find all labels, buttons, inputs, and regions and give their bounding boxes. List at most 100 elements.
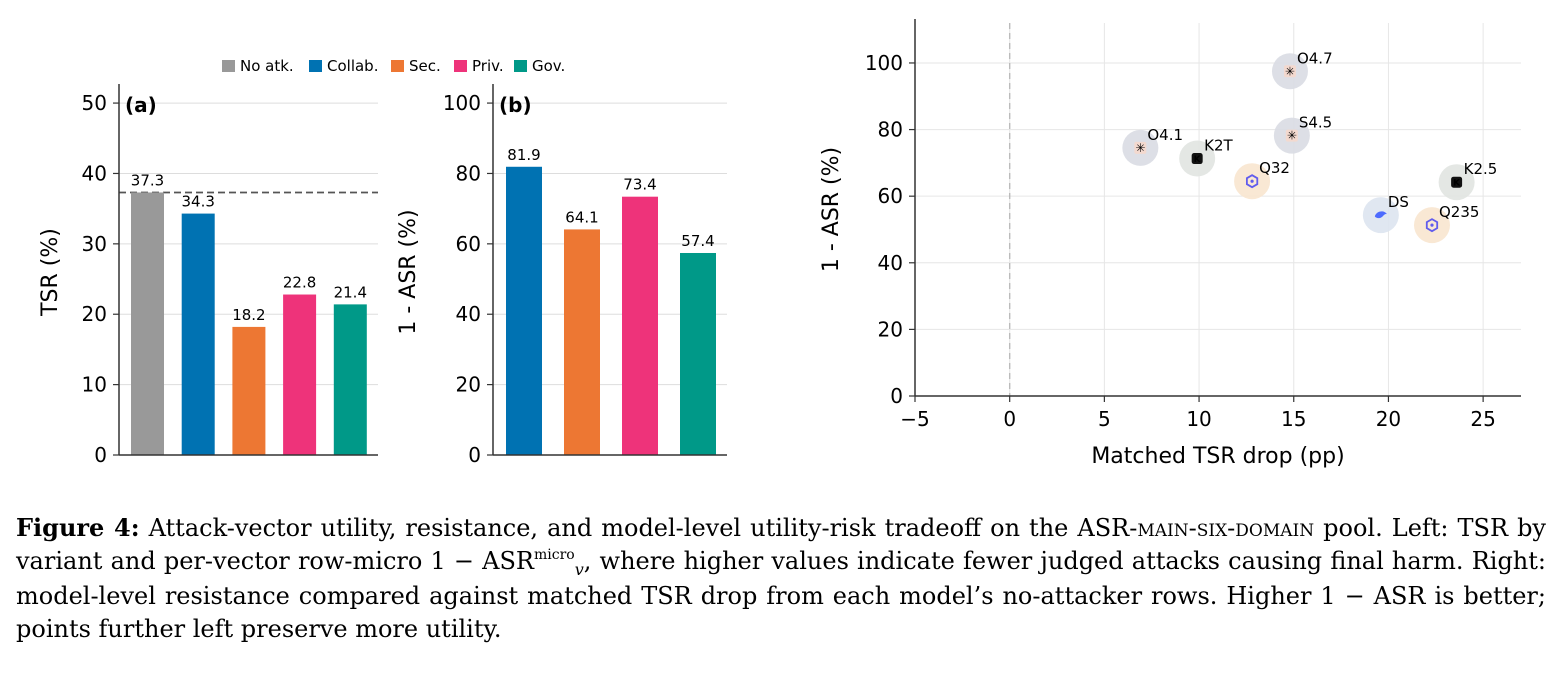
x-tick-label: −5 bbox=[900, 407, 929, 431]
caption-text-2: pool. Left: TSR by variant and per-vecto… bbox=[16, 514, 1546, 575]
y-tick-label: 20 bbox=[456, 373, 481, 397]
y-tick-label: 20 bbox=[82, 302, 107, 326]
y-tick-label: 0 bbox=[468, 443, 481, 467]
legend-label: Gov. bbox=[532, 57, 565, 75]
x-tick-label: 15 bbox=[1281, 407, 1306, 431]
panel-label: (b) bbox=[499, 93, 532, 117]
point-label: O4.1 bbox=[1147, 126, 1183, 144]
anthropic-logo-icon: ✳ bbox=[1285, 129, 1298, 143]
caption-pool-prefix: ASR- bbox=[1077, 514, 1138, 542]
kimi-logo-icon: K bbox=[1191, 153, 1203, 165]
icon-glyph bbox=[1425, 218, 1439, 233]
y-tick-label: 100 bbox=[865, 51, 903, 75]
y-tick-label: 40 bbox=[878, 251, 903, 275]
deepseek-logo-icon bbox=[1374, 211, 1387, 219]
icon-glyph: ✳ bbox=[1135, 141, 1145, 155]
caption-subscript: v bbox=[574, 559, 584, 579]
y-tick-label: 20 bbox=[878, 317, 903, 341]
y-axis-title: 1 - ASR (%) bbox=[396, 209, 421, 334]
bar bbox=[181, 213, 215, 455]
y-tick-label: 0 bbox=[94, 443, 107, 467]
bar-value-label: 18.2 bbox=[232, 306, 265, 324]
bar-value-label: 81.9 bbox=[507, 146, 540, 164]
legend-swatch bbox=[391, 60, 404, 72]
x-tick-label: 25 bbox=[1470, 407, 1495, 431]
bar bbox=[680, 252, 716, 455]
point-label: Q235 bbox=[1439, 203, 1479, 221]
bar-value-label: 64.1 bbox=[565, 208, 598, 226]
y-tick-label: 0 bbox=[890, 384, 903, 408]
point-label: K2T bbox=[1204, 137, 1233, 155]
bar bbox=[622, 196, 658, 455]
point-label: O4.7 bbox=[1297, 49, 1333, 67]
legend-swatch bbox=[309, 60, 322, 72]
y-tick-label: 60 bbox=[878, 184, 903, 208]
icon-dot bbox=[1430, 223, 1434, 227]
x-tick-label: 20 bbox=[1376, 407, 1401, 431]
legend-label: Sec. bbox=[409, 57, 441, 75]
x-tick-label: 10 bbox=[1186, 407, 1211, 431]
icon-background bbox=[1451, 176, 1463, 188]
y-tick-label: 40 bbox=[82, 161, 107, 185]
y-tick-label: 80 bbox=[878, 118, 903, 142]
bar bbox=[232, 326, 266, 455]
caption-superscript: micro bbox=[534, 546, 575, 563]
icon-glyph bbox=[1245, 174, 1259, 189]
caption-pool-name: main-six-domain bbox=[1137, 514, 1315, 542]
caption-text-1: Attack-vector utility, resistance, and m… bbox=[139, 514, 1078, 542]
figure-caption: Figure 4: Attack-vector utility, resista… bbox=[16, 512, 1546, 645]
bar bbox=[506, 166, 542, 455]
qwen-logo-icon bbox=[1245, 174, 1259, 189]
icon-glyph: ✳ bbox=[1287, 129, 1297, 143]
legend-swatch bbox=[222, 60, 235, 72]
panel-b-bar-chart: 0 20 40 60 80 100 81.9 64.1 73.4 57.4 (b) 1 - ASR (… bbox=[396, 84, 727, 467]
bar bbox=[131, 192, 164, 455]
y-tick-label: 30 bbox=[82, 232, 107, 256]
bar-value-label: 22.8 bbox=[283, 274, 316, 292]
caption-text-3: , where higher values indicate fewer jud… bbox=[16, 546, 1546, 643]
bar-value-label: 21.4 bbox=[334, 283, 367, 301]
icon-background bbox=[1283, 65, 1296, 78]
y-tick-label: 60 bbox=[456, 232, 481, 256]
caption-label: Figure 4: bbox=[16, 513, 140, 542]
y-tick-label: 40 bbox=[456, 302, 481, 326]
legend-label: No atk. bbox=[240, 57, 294, 75]
icon-background bbox=[1134, 141, 1147, 154]
legend-label: Priv. bbox=[472, 57, 504, 75]
y-tick-label: 50 bbox=[82, 91, 107, 115]
point-label: DS bbox=[1388, 193, 1409, 211]
bar-value-label: 57.4 bbox=[681, 232, 714, 250]
panel-label: (a) bbox=[125, 93, 157, 117]
legend-swatch bbox=[454, 60, 467, 72]
panel-a-bar-chart: 0 10 20 30 40 50 37.3 34.3 18.2 22.8 21.4 (a) TSR (%… bbox=[38, 84, 378, 467]
anthropic-logo-icon: ✳ bbox=[1134, 141, 1147, 155]
legend-label: Collab. bbox=[327, 57, 378, 75]
bar bbox=[333, 304, 367, 455]
icon-background bbox=[1191, 153, 1203, 165]
legend-swatch bbox=[514, 60, 527, 72]
icon-glyph: K bbox=[1453, 179, 1461, 189]
kimi-logo-icon: K bbox=[1451, 176, 1463, 189]
icon-glyph: K bbox=[1194, 155, 1202, 165]
y-axis-title: 1 - ASR (%) bbox=[819, 147, 844, 272]
y-tick-label: 100 bbox=[443, 91, 481, 115]
point-label: K2.5 bbox=[1464, 160, 1498, 178]
icon-background bbox=[1285, 129, 1298, 142]
point-label: S4.5 bbox=[1299, 114, 1332, 132]
x-tick-label: 5 bbox=[1098, 407, 1111, 431]
point-label: Q32 bbox=[1259, 159, 1290, 177]
y-tick-label: 80 bbox=[456, 161, 481, 185]
bar-value-label: 34.3 bbox=[181, 193, 214, 211]
icon-glyph bbox=[1374, 211, 1387, 219]
bar-value-label: 73.4 bbox=[623, 176, 656, 194]
bar bbox=[564, 229, 600, 455]
x-tick-label: 0 bbox=[1003, 407, 1016, 431]
legend: No atk. Collab. Sec. Priv. Gov. bbox=[222, 57, 565, 75]
icon-dot bbox=[1250, 179, 1254, 183]
icon-glyph: ✳ bbox=[1285, 64, 1295, 78]
qwen-logo-icon bbox=[1425, 218, 1439, 233]
y-axis-title: TSR (%) bbox=[38, 228, 63, 317]
bar-value-label: 37.3 bbox=[131, 171, 164, 189]
figure: No atk. Collab. Sec. Priv. Gov. 010203040503… bbox=[38, 19, 1521, 469]
